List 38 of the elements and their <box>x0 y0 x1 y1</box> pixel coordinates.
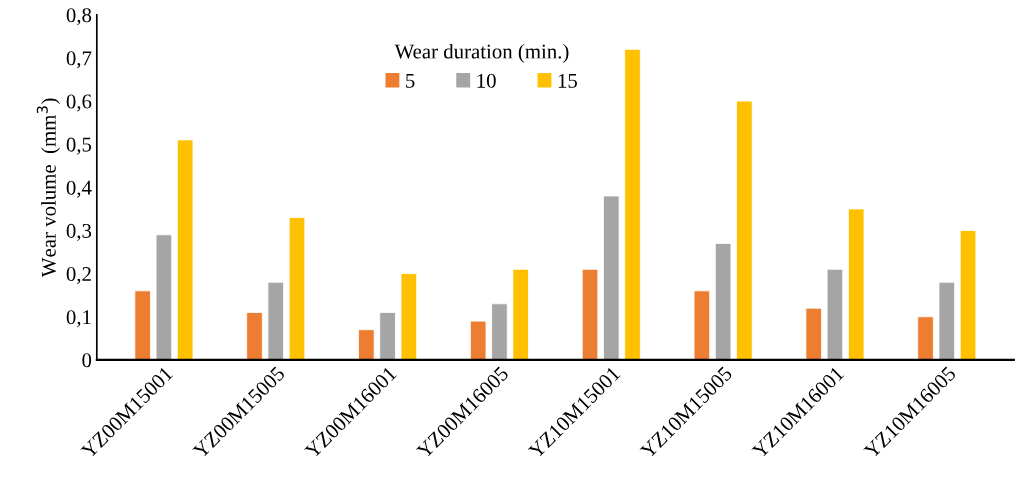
y-axis-title: Wear volume (mm$^{3}$) <box>36 98 61 278</box>
bar <box>714 243 732 360</box>
bar <box>736 100 753 360</box>
bar <box>267 281 284 360</box>
y-tick-label: 0 <box>82 353 92 368</box>
y-tick-label: 0,8 <box>66 8 92 26</box>
bar <box>400 273 418 360</box>
y-tick-label: 0,4 <box>66 180 92 198</box>
bar <box>624 48 641 360</box>
legend-label: 15 <box>558 73 578 88</box>
bar <box>512 268 529 360</box>
bar <box>134 290 151 360</box>
bar <box>176 139 194 360</box>
bar <box>358 329 375 360</box>
y-tick-label: 0,2 <box>66 266 91 285</box>
bar <box>847 208 865 360</box>
y-tick-label: 0,7 <box>66 51 92 69</box>
bar <box>938 281 956 360</box>
bar <box>826 268 844 360</box>
bar <box>491 303 508 360</box>
bar <box>379 312 396 360</box>
bar <box>805 307 822 360</box>
bar <box>917 316 934 360</box>
bar <box>693 290 711 360</box>
bar <box>959 230 977 360</box>
y-tick-label: 0,6 <box>66 94 92 112</box>
bar <box>288 217 306 360</box>
bar <box>603 195 620 360</box>
bar <box>155 234 173 360</box>
legend-label: 10 <box>477 73 496 88</box>
legend-title: Wear duration (min.) <box>394 43 569 63</box>
bar <box>581 268 599 360</box>
legend-label: 5 <box>406 74 415 88</box>
bar <box>469 320 487 360</box>
bar <box>246 312 263 360</box>
y-tick-label: 0,5 <box>66 137 92 155</box>
y-tick-label: 0,1 <box>66 310 91 328</box>
y-tick-label: 0,3 <box>66 223 92 241</box>
